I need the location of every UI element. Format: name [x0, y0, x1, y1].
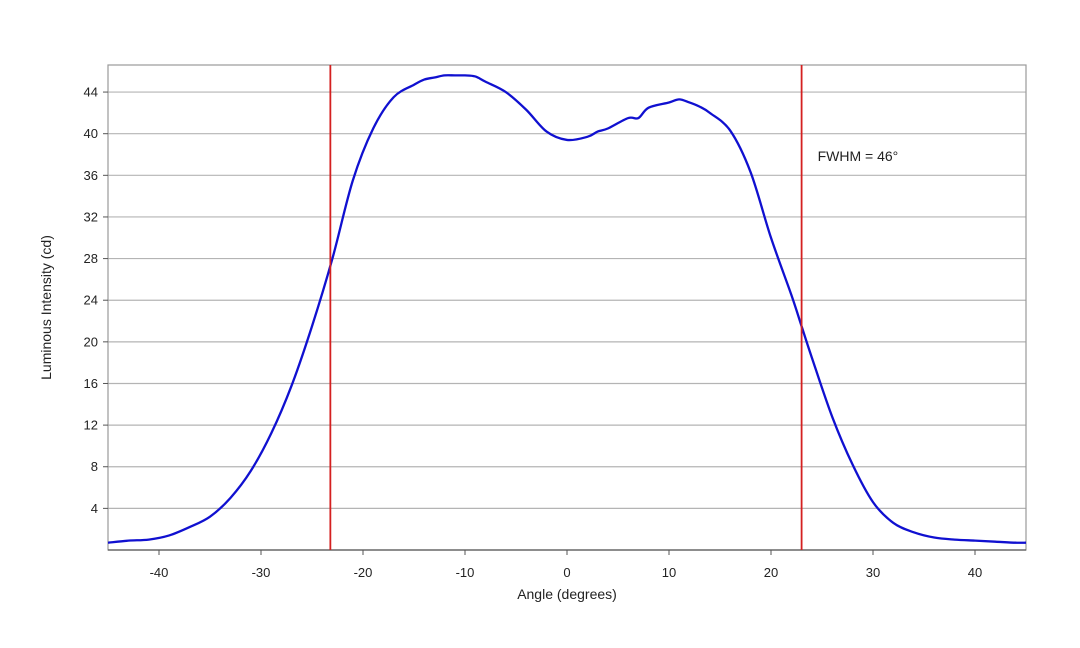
- y-tick-label: 28: [84, 251, 98, 266]
- y-tick-label: 12: [84, 418, 98, 433]
- y-tick-label: 4: [91, 501, 98, 516]
- x-axis-ticks: -40 -30 -20 -10 0 10 20 30 40: [150, 550, 982, 580]
- y-tick-label: 16: [84, 376, 98, 391]
- series-layer: [107, 74, 1027, 544]
- x-tick-label: 20: [764, 565, 778, 580]
- x-axis-title: Angle (degrees): [517, 586, 617, 602]
- y-tick-label: 40: [84, 126, 98, 141]
- fwhm-annotation: FWHM = 46°: [818, 148, 899, 164]
- x-tick-label: -30: [252, 565, 271, 580]
- x-tick-label: -20: [354, 565, 373, 580]
- x-tick-label: 40: [968, 565, 982, 580]
- x-tick-label: -10: [456, 565, 475, 580]
- y-axis-ticks: 4 8 12 16 20 24 28 32 36 40 44: [84, 85, 108, 516]
- intensity-series-line: [107, 74, 1027, 544]
- x-tick-label: -40: [150, 565, 169, 580]
- x-tick-label: 0: [563, 565, 570, 580]
- x-tick-label: 30: [866, 565, 880, 580]
- y-tick-label: 24: [84, 293, 98, 308]
- y-tick-label: 44: [84, 85, 98, 100]
- y-tick-label: 32: [84, 209, 98, 224]
- y-axis-title: Luminous Intensity (cd): [38, 235, 54, 380]
- y-tick-label: 20: [84, 334, 98, 349]
- x-tick-label: 10: [662, 565, 676, 580]
- fwhm-markers: [329, 65, 803, 550]
- y-tick-label: 8: [91, 459, 98, 474]
- grid-lines: [108, 91, 1026, 509]
- y-tick-label: 36: [84, 168, 98, 183]
